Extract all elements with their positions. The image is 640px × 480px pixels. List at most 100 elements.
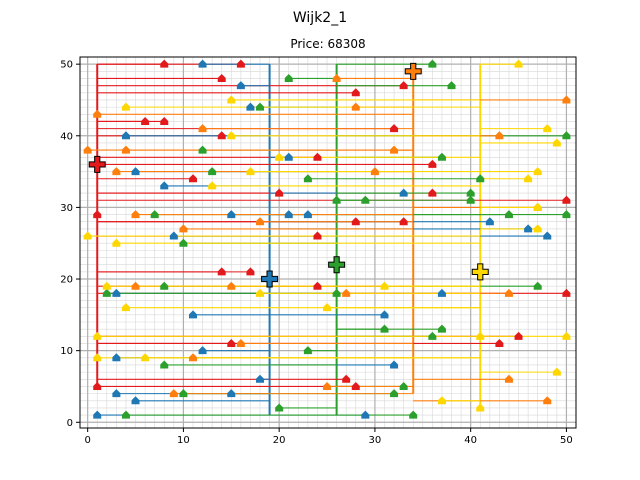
house-marker-red xyxy=(160,116,169,125)
house-marker-yellow xyxy=(380,281,389,290)
house-marker-green xyxy=(428,331,437,340)
house-marker-blue xyxy=(198,346,207,355)
house-marker-green xyxy=(476,174,485,183)
house-marker-orange xyxy=(504,288,513,297)
house-marker-blue xyxy=(198,59,207,68)
house-marker-green xyxy=(447,81,456,90)
house-marker-blue xyxy=(437,288,446,297)
house-marker-orange xyxy=(169,389,178,398)
x-tick-label: 0 xyxy=(84,435,90,446)
house-marker-green xyxy=(179,238,188,247)
house-marker-blue xyxy=(227,389,236,398)
house-marker-blue xyxy=(390,360,399,369)
house-marker-yellow xyxy=(323,303,332,312)
house-marker-red xyxy=(351,217,360,226)
y-tick-label: 20 xyxy=(60,275,73,286)
house-marker-green xyxy=(466,188,475,197)
battery-marker-orange xyxy=(404,62,422,80)
house-marker-orange xyxy=(121,145,130,154)
house-marker-red xyxy=(399,81,408,90)
house-marker-green xyxy=(332,288,341,297)
house-marker-green xyxy=(428,59,437,68)
house-marker-blue xyxy=(303,210,312,219)
house-marker-red xyxy=(399,217,408,226)
house-marker-blue xyxy=(361,410,370,419)
house-marker-green xyxy=(466,195,475,204)
house-marker-red xyxy=(275,188,284,197)
house-marker-blue xyxy=(169,231,178,240)
house-marker-red xyxy=(93,381,102,390)
batteries-layer xyxy=(88,62,489,288)
house-marker-red xyxy=(390,124,399,133)
house-marker-green xyxy=(198,145,207,154)
house-marker-yellow xyxy=(552,138,561,147)
house-marker-green xyxy=(102,288,111,297)
house-marker-red xyxy=(141,116,150,125)
house-marker-orange xyxy=(342,288,351,297)
house-marker-yellow xyxy=(246,167,255,176)
house-marker-blue xyxy=(112,389,121,398)
y-tick-label: 40 xyxy=(60,131,73,142)
house-marker-yellow xyxy=(533,167,542,176)
house-marker-green xyxy=(303,174,312,183)
house-marker-yellow xyxy=(121,102,130,111)
house-marker-red xyxy=(495,338,504,347)
house-marker-yellow xyxy=(275,152,284,161)
house-marker-blue xyxy=(121,131,130,140)
house-marker-yellow xyxy=(83,231,92,240)
house-marker-orange xyxy=(390,145,399,154)
house-marker-blue xyxy=(236,81,245,90)
house-marker-orange xyxy=(332,73,341,82)
house-marker-green xyxy=(179,389,188,398)
house-marker-orange xyxy=(236,338,245,347)
house-marker-orange xyxy=(131,281,140,290)
house-marker-yellow xyxy=(112,238,121,247)
x-tick-label: 30 xyxy=(369,435,382,446)
house-marker-blue xyxy=(160,181,169,190)
cables-layer xyxy=(87,63,567,416)
house-marker-red xyxy=(227,338,236,347)
house-marker-orange xyxy=(131,210,140,219)
house-marker-red xyxy=(236,59,245,68)
house-marker-yellow xyxy=(533,202,542,211)
house-marker-orange xyxy=(543,396,552,405)
house-marker-orange xyxy=(179,224,188,233)
house-marker-green xyxy=(437,324,446,333)
house-marker-green xyxy=(390,389,399,398)
house-marker-green xyxy=(150,210,159,219)
house-marker-green xyxy=(533,281,542,290)
house-marker-yellow xyxy=(476,403,485,412)
x-tick-label: 40 xyxy=(464,435,477,446)
house-marker-yellow xyxy=(256,288,265,297)
houses-layer xyxy=(83,59,571,419)
house-marker-blue xyxy=(524,224,533,233)
house-marker-red xyxy=(428,188,437,197)
y-tick-label: 30 xyxy=(60,203,73,214)
house-marker-red xyxy=(562,288,571,297)
house-marker-yellow xyxy=(208,181,217,190)
house-marker-orange xyxy=(323,381,332,390)
house-marker-yellow xyxy=(102,281,111,290)
house-marker-blue xyxy=(380,310,389,319)
house-marker-green xyxy=(208,167,217,176)
house-marker-red xyxy=(313,281,322,290)
house-marker-orange xyxy=(351,102,360,111)
house-marker-blue xyxy=(131,167,140,176)
house-marker-green xyxy=(160,360,169,369)
house-marker-blue xyxy=(256,374,265,383)
house-marker-green xyxy=(361,195,370,204)
house-marker-blue xyxy=(284,152,293,161)
house-marker-green xyxy=(504,210,513,219)
house-marker-blue xyxy=(188,310,197,319)
house-marker-blue xyxy=(131,396,140,405)
house-marker-yellow xyxy=(227,95,236,104)
house-marker-green xyxy=(121,410,130,419)
x-tick-label: 20 xyxy=(273,435,286,446)
battery-marker-red xyxy=(88,155,106,173)
house-marker-yellow xyxy=(552,367,561,376)
house-marker-yellow xyxy=(524,174,533,183)
house-marker-red xyxy=(342,374,351,383)
house-marker-red xyxy=(217,131,226,140)
house-marker-orange xyxy=(227,281,236,290)
